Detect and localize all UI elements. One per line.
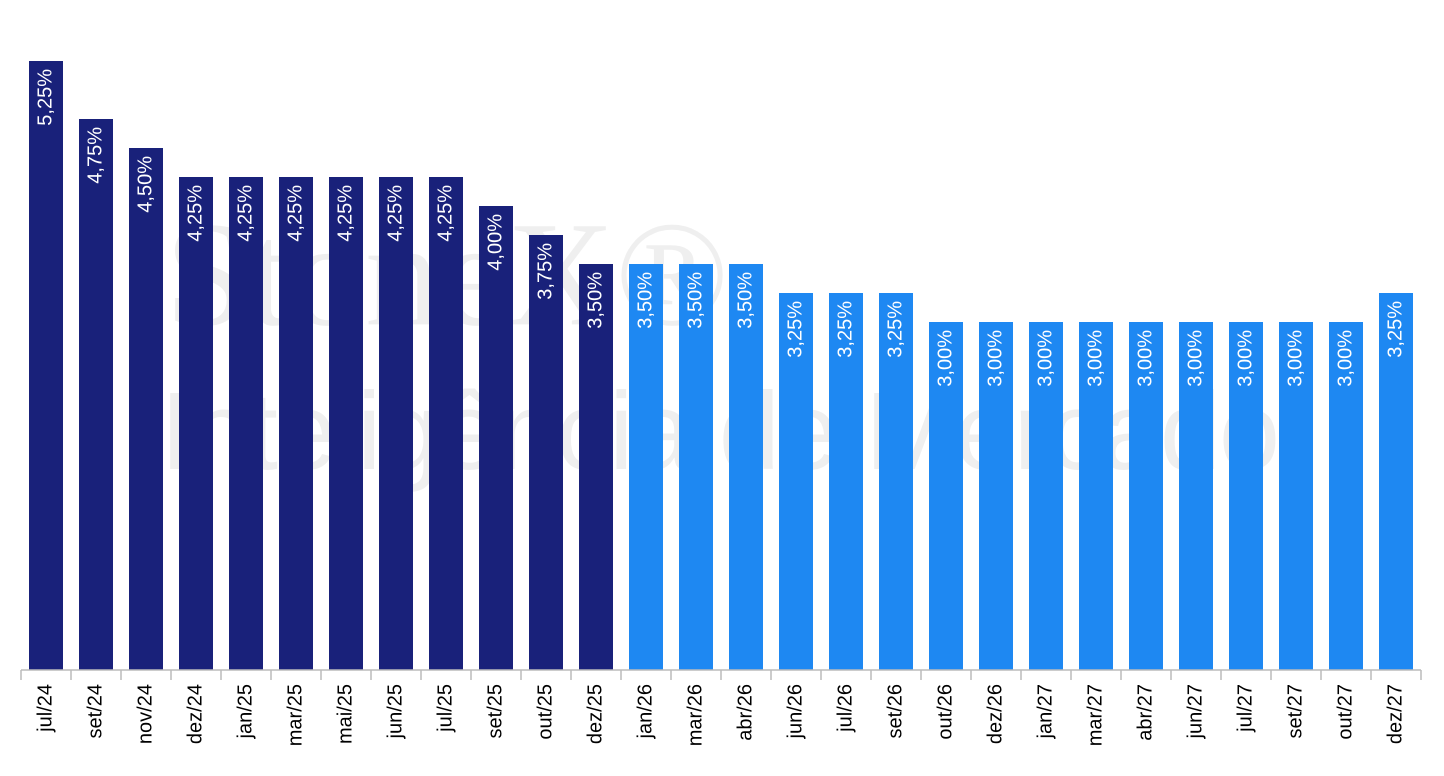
value-label: 4,25% (384, 185, 406, 242)
x-tick-label: set/26 (884, 684, 906, 738)
bar (1229, 322, 1263, 670)
value-label: 3,50% (584, 272, 606, 329)
x-tick-label: dez/24 (184, 684, 206, 744)
bar (829, 293, 863, 670)
bar (1179, 322, 1213, 670)
bar (879, 293, 913, 670)
value-label: 3,00% (1334, 330, 1356, 387)
value-label: 3,25% (834, 301, 856, 358)
bar (79, 119, 113, 670)
bar (29, 61, 63, 670)
x-tick-label: set/27 (1284, 684, 1306, 738)
bar (329, 177, 363, 670)
x-tick-label: out/25 (534, 684, 556, 740)
bar (429, 177, 463, 670)
x-tick-label: jan/25 (234, 684, 256, 740)
x-tick-label: set/25 (484, 684, 506, 738)
x-tick-label: dez/26 (984, 684, 1006, 744)
x-tick-label: out/26 (934, 684, 956, 740)
value-label: 3,00% (1084, 330, 1106, 387)
value-label: 4,25% (284, 185, 306, 242)
value-label: 3,00% (1284, 330, 1306, 387)
x-tick-label: jan/26 (634, 684, 656, 740)
value-label: 3,00% (984, 330, 1006, 387)
x-tick-label: jun/26 (784, 684, 806, 740)
value-label: 3,75% (534, 243, 556, 300)
bar (1379, 293, 1413, 670)
value-label: 3,50% (634, 272, 656, 329)
value-label: 4,50% (134, 156, 156, 213)
value-label: 3,50% (734, 272, 756, 329)
bar (679, 264, 713, 670)
value-label: 3,00% (934, 330, 956, 387)
value-label: 3,00% (1184, 330, 1206, 387)
value-label: 3,25% (884, 301, 906, 358)
value-label: 4,25% (184, 185, 206, 242)
value-label: 4,25% (234, 185, 256, 242)
bar (929, 322, 963, 670)
value-label: 3,50% (684, 272, 706, 329)
bar (479, 206, 513, 670)
bar (1029, 322, 1063, 670)
bar (1329, 322, 1363, 670)
x-tick-label: mar/26 (684, 684, 706, 746)
value-label: 4,75% (84, 127, 106, 184)
value-label: 4,25% (434, 185, 456, 242)
x-tick-label: jul/25 (434, 684, 456, 733)
bar (579, 264, 613, 670)
x-tick-label: abr/26 (734, 684, 756, 741)
x-tick-label: nov/24 (134, 684, 156, 744)
value-label: 5,25% (34, 69, 56, 126)
x-tick-label: jul/26 (834, 684, 856, 733)
bar (979, 322, 1013, 670)
value-label: 3,00% (1234, 330, 1256, 387)
value-label: 4,25% (334, 185, 356, 242)
x-tick-label: mai/25 (334, 684, 356, 744)
value-label: 3,25% (784, 301, 806, 358)
x-tick-label: jan/27 (1034, 684, 1056, 740)
value-label: 4,00% (484, 214, 506, 271)
bar (729, 264, 763, 670)
value-label: 3,00% (1134, 330, 1156, 387)
value-label: 3,00% (1034, 330, 1056, 387)
x-tick-label: out/27 (1334, 684, 1356, 740)
bar (229, 177, 263, 670)
bar (1279, 322, 1313, 670)
bar (129, 148, 163, 670)
x-tick-label: dez/25 (584, 684, 606, 744)
bar (779, 293, 813, 670)
bar (529, 235, 563, 670)
x-tick-label: jun/25 (384, 684, 406, 740)
x-tick-label: jul/24 (34, 684, 56, 733)
bar (1079, 322, 1113, 670)
bar (629, 264, 663, 670)
x-tick-label: dez/27 (1384, 684, 1406, 744)
bar (379, 177, 413, 670)
bar (179, 177, 213, 670)
x-tick-label: jul/27 (1234, 684, 1256, 733)
value-label: 3,25% (1384, 301, 1406, 358)
x-tick-label: mar/27 (1084, 684, 1106, 746)
bar (279, 177, 313, 670)
x-tick-label: set/24 (84, 684, 106, 738)
x-tick-label: jun/27 (1184, 684, 1206, 740)
x-tick-label: abr/27 (1134, 684, 1156, 741)
x-tick-label: mar/25 (284, 684, 306, 746)
bar (1129, 322, 1163, 670)
